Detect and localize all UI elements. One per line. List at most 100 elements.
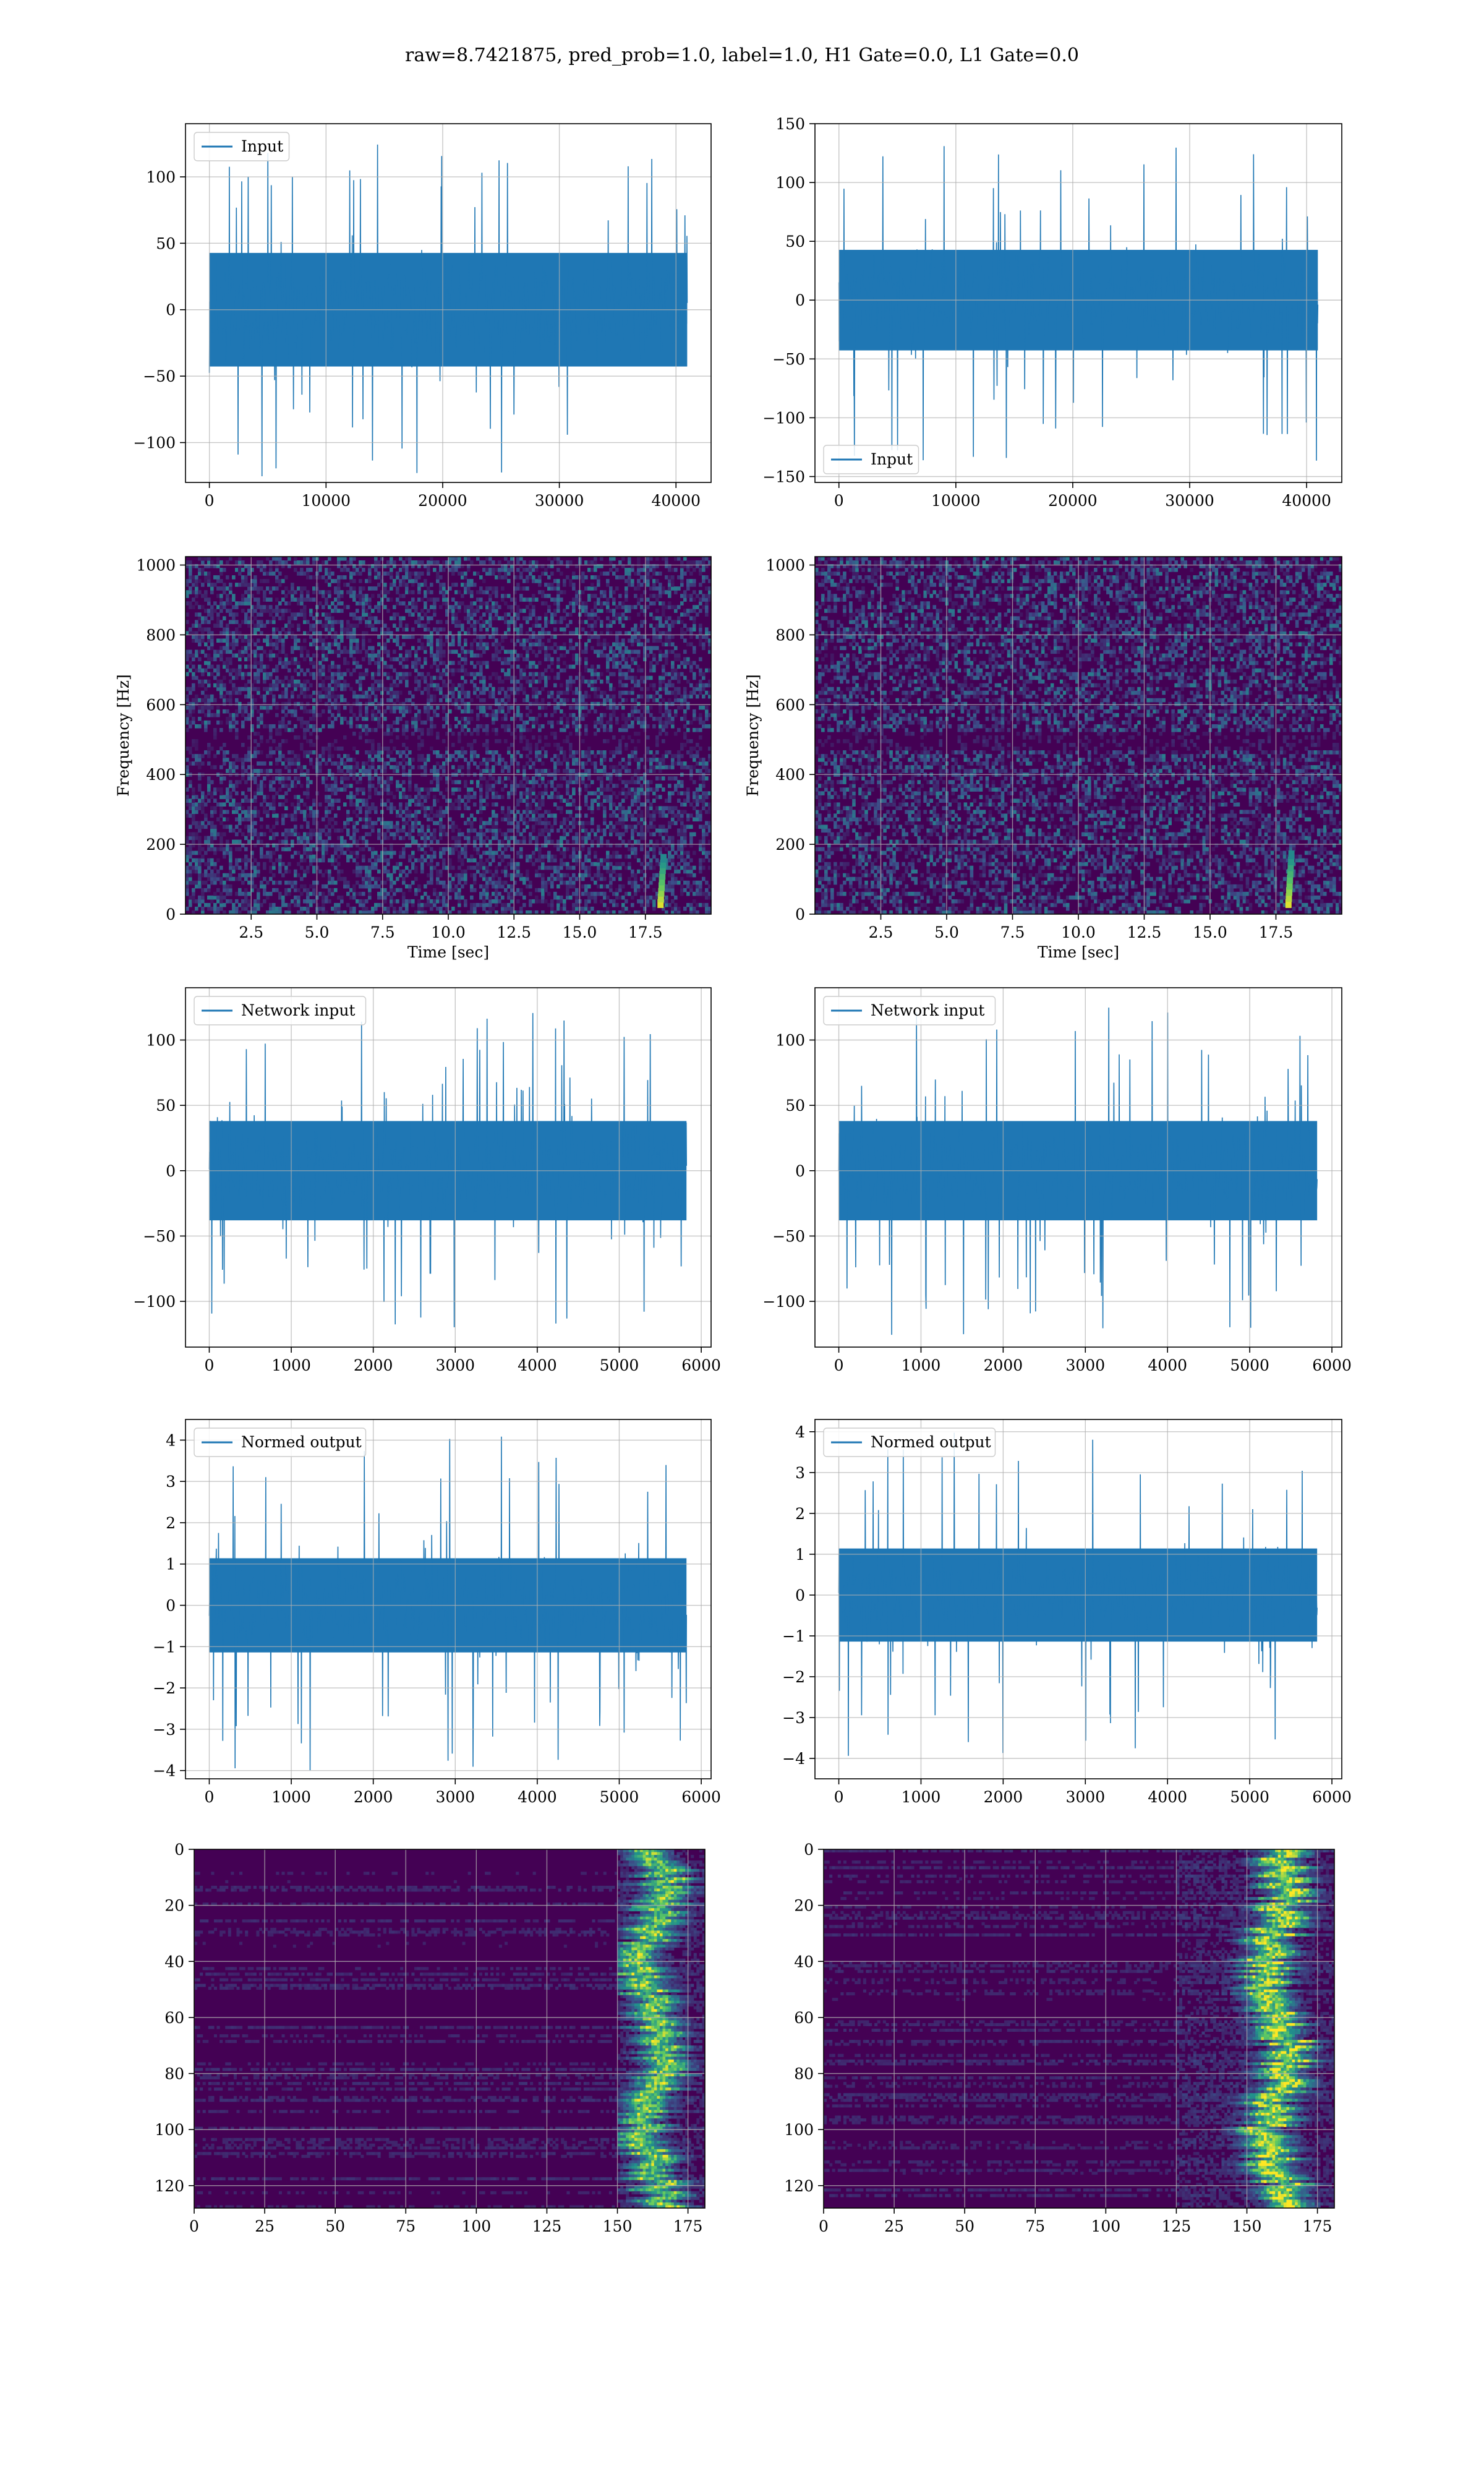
x-tick-label: 2.5 [869, 923, 893, 941]
series-line [208, 1012, 687, 1327]
y-tick-label: −3 [782, 1709, 805, 1727]
plot-area [815, 1419, 1342, 1779]
y-axis-label: Frequency [Hz] [744, 674, 762, 797]
y-tick-label: 40 [794, 1953, 814, 1971]
legend-label: Network input [241, 1001, 355, 1019]
x-tick-label: 10000 [302, 492, 351, 510]
y-tick-label: 0 [795, 905, 805, 923]
legend-label: Normed output [241, 1433, 362, 1451]
plot-area [815, 557, 1342, 914]
legend-label: Normed output [871, 1433, 991, 1451]
x-tick-label: 25 [255, 2217, 275, 2235]
y-tick-label: 150 [775, 115, 805, 133]
axes-frame [185, 987, 712, 1348]
axes-frame [814, 1419, 1342, 1779]
x-tick-label: 5.0 [934, 923, 959, 941]
y-tick-label: 3 [166, 1473, 176, 1491]
y-tick-label: −2 [153, 1679, 176, 1697]
x-tick-label: 5000 [1230, 1788, 1269, 1806]
plot-area [186, 1419, 711, 1779]
y-tick-label: 0 [174, 1841, 184, 1859]
axes-frame [814, 987, 1342, 1348]
x-tick-label: 17.5 [1259, 923, 1294, 941]
legend: Normed output [823, 1427, 996, 1457]
legend: Network input [823, 996, 996, 1025]
series-line [838, 1432, 1318, 1756]
y-tick-label: −1 [782, 1627, 805, 1645]
x-tick-label: 5000 [1230, 1356, 1269, 1374]
x-tick-label: 5000 [600, 1788, 639, 1806]
y-tick-label: 4 [795, 1423, 805, 1441]
chart-h1-spectrogram: 2.5 5.0 7.5 10.0 12.5 15.0 17.5 0 200 400 600 800 10… [114, 556, 712, 961]
x-tick-label: 150 [1232, 2217, 1262, 2235]
x-tick-label: 7.5 [370, 923, 395, 941]
y-tick-label: 0 [795, 1586, 805, 1604]
y-tick-label: 400 [146, 766, 176, 784]
x-tick-label: 5000 [600, 1356, 639, 1374]
y-tick-label: 50 [785, 233, 805, 250]
x-tick-label: 175 [1303, 2217, 1333, 2235]
axes-frame [814, 123, 1342, 483]
x-tick-label: 2000 [354, 1788, 393, 1806]
y-tick-label: 50 [156, 1097, 176, 1115]
plot-area [186, 988, 711, 1347]
x-tick-label: 40000 [651, 492, 701, 510]
x-tick-label: 12.5 [497, 923, 531, 941]
y-tick-label: 120 [155, 2177, 184, 2195]
x-tick-label: 20000 [418, 492, 467, 510]
y-tick-label: 100 [784, 2121, 814, 2139]
signal-cell [659, 871, 666, 880]
y-tick-label: 50 [785, 1097, 805, 1115]
x-tick-label: 20000 [1048, 492, 1098, 510]
y-tick-label: 100 [146, 1032, 176, 1050]
x-tick-label: 1000 [902, 1788, 941, 1806]
y-tick-label: 1000 [136, 557, 176, 575]
x-tick-label: 1000 [902, 1356, 941, 1374]
signal-cell [1286, 881, 1293, 890]
y-tick-label: 100 [146, 168, 176, 186]
x-tick-label: 0 [834, 1788, 844, 1806]
signal-cell [1287, 862, 1294, 871]
signal-cell [660, 854, 667, 863]
y-tick-label: 100 [775, 174, 805, 192]
signal-cell [1287, 875, 1294, 884]
x-tick-label: 10.0 [431, 923, 466, 941]
x-axis-label: Time [sec] [407, 943, 489, 961]
x-tick-label: 2000 [354, 1356, 393, 1374]
legend: Input [194, 132, 290, 161]
legend: Network input [194, 996, 367, 1025]
x-tick-label: 4000 [1148, 1356, 1187, 1374]
x-tick-label: 0 [834, 492, 844, 510]
y-tick-label: 200 [775, 836, 805, 854]
y-tick-label: 100 [775, 1032, 805, 1050]
axes-frame [185, 1419, 712, 1779]
y-tick-label: −2 [782, 1668, 805, 1686]
x-tick-label: 6000 [1312, 1788, 1352, 1806]
x-tick-label: 0 [205, 1788, 215, 1806]
x-tick-label: 100 [461, 2217, 491, 2235]
y-tick-label: 2 [166, 1514, 176, 1532]
y-tick-label: −100 [133, 1293, 176, 1311]
x-tick-label: 6000 [1312, 1356, 1352, 1374]
x-tick-label: 0 [189, 2217, 199, 2235]
y-tick-label: −50 [772, 350, 805, 368]
y-tick-label: −100 [762, 1293, 805, 1311]
signal-cell [1287, 868, 1294, 878]
x-tick-label: 3000 [435, 1356, 475, 1374]
x-tick-label: 30000 [1165, 492, 1214, 510]
series-line [838, 146, 1319, 461]
y-tick-label: −50 [143, 367, 176, 385]
legend-label: Input [241, 137, 283, 155]
signal-cell [1286, 887, 1292, 896]
x-tick-label: 10000 [931, 492, 981, 510]
y-tick-label: 4 [166, 1431, 176, 1449]
y-tick-label: 100 [155, 2121, 184, 2139]
y-tick-label: 0 [166, 905, 176, 923]
y-tick-label: 80 [164, 2065, 184, 2083]
signal-cell [657, 899, 664, 909]
x-tick-label: 17.5 [628, 923, 663, 941]
x-tick-label: 75 [396, 2217, 416, 2235]
x-tick-label: 50 [325, 2217, 345, 2235]
y-tick-label: 3 [795, 1464, 805, 1482]
